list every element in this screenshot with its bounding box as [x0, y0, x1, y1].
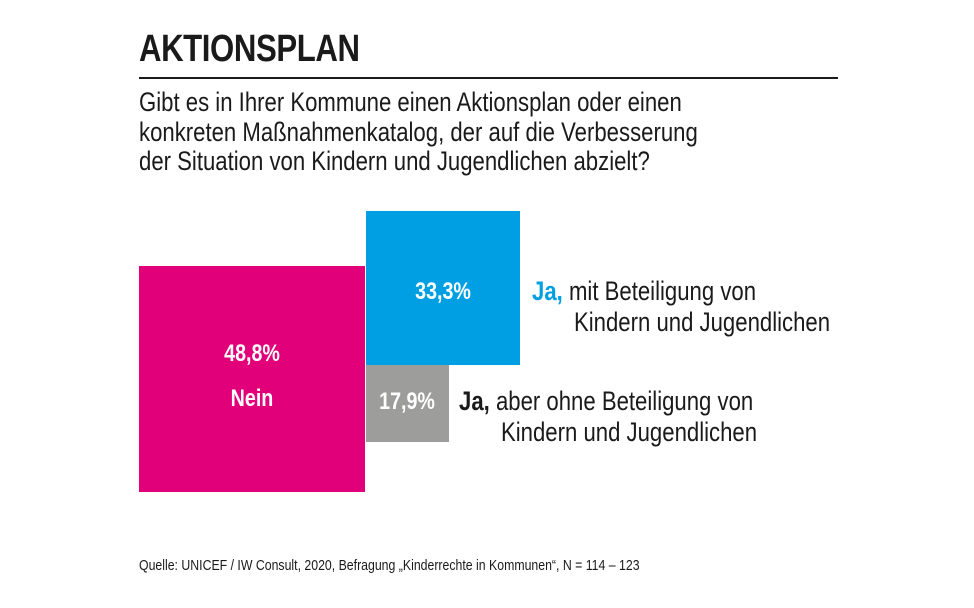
title-divider [139, 77, 838, 79]
legend-ja-ohne: Ja, aber ohne Beteiligung von Kindern un… [459, 386, 818, 448]
legend-ja-mit: Ja, mit Beteiligung von Kindern und Juge… [532, 276, 886, 338]
legend-text: Kindern und Jugendlichen [574, 307, 831, 337]
chart-title: AKTIONSPLAN [139, 28, 360, 70]
legend-text: aber ohne Beteiligung von [495, 386, 754, 416]
square-ja-ohne-beteiligung [366, 365, 449, 443]
legend-text: Kindern und Jugendlichen [501, 417, 758, 447]
square-ja-mit-beteiligung [366, 211, 521, 366]
value-label-ja-ohne: 17,9% [379, 388, 435, 415]
value-label-ja-mit: 33,3% [415, 278, 471, 305]
value-label-nein: 48,8% [224, 340, 280, 367]
category-label-nein: Nein [230, 385, 274, 412]
legend-lead: Ja, [459, 386, 490, 416]
legend-lead: Ja, [532, 276, 563, 306]
chart-subtitle: Gibt es in Ihrer Kommune einen Aktionspl… [139, 87, 698, 176]
square-nein [139, 266, 365, 492]
source-note: Quelle: UNICEF / IW Consult, 2020, Befra… [139, 557, 640, 574]
legend-text: mit Beteiligung von [568, 276, 757, 306]
